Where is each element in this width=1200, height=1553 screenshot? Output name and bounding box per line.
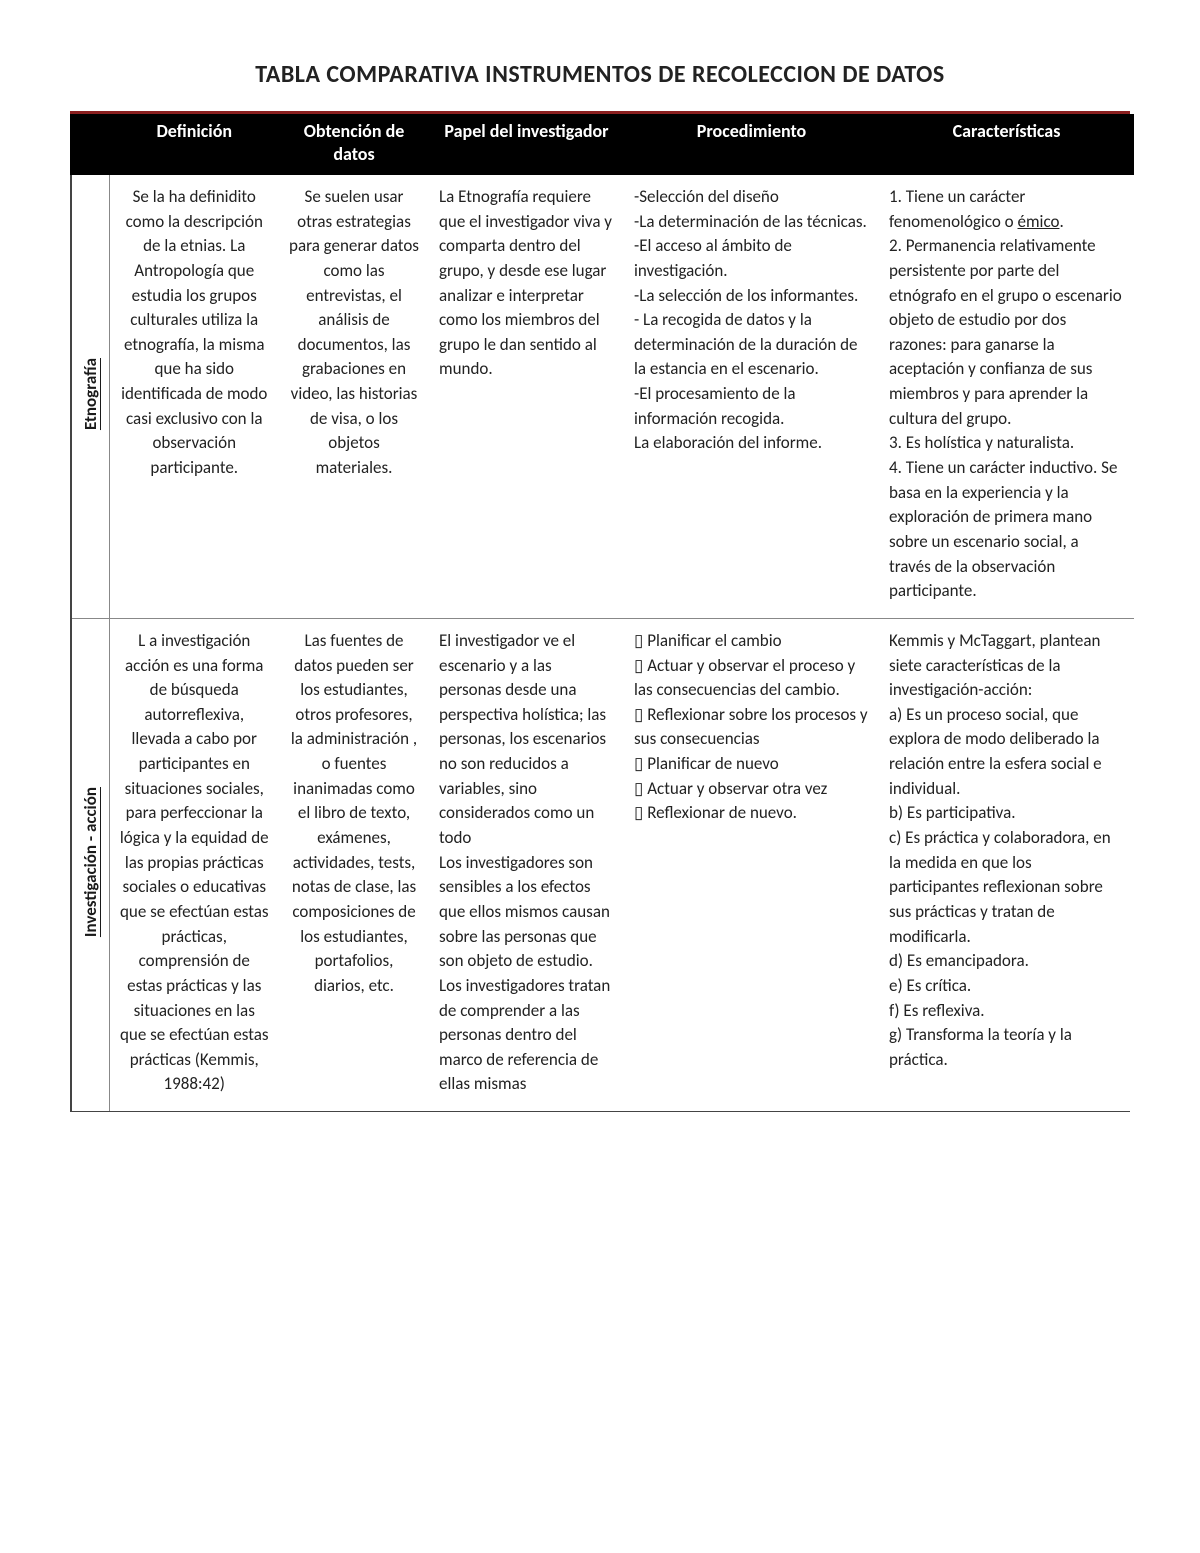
row-label-investigacion-accion: Investigación - acción [71,618,109,1111]
table-wrapper: Definición Obtención de datos Papel del … [70,111,1130,1112]
cell-obtencion: Se suelen usar otras estrategias para ge… [279,175,429,618]
table-row: Etnografía Se la ha definidito como la d… [71,175,1134,618]
cell-procedimiento: ▯ Planificar el cambio▯ Actuar y observa… [624,618,879,1111]
col-papel: Papel del investigador [429,114,624,175]
cell-papel: La Etnografía requiere que el investigad… [429,175,624,618]
cell-definicion: L a investigación acción es una forma de… [109,618,279,1111]
page-title: TABLA COMPARATIVA INSTRUMENTOS DE RECOLE… [70,60,1130,89]
cell-papel: El investigador ve el escenario y a las … [429,618,624,1111]
row-label-text: Etnografía [80,348,101,440]
col-definicion: Definición [109,114,279,175]
cell-caracteristicas: 1. Tiene un carácter fenomenológico o ém… [879,175,1134,618]
col-procedimiento: Procedimiento [624,114,879,175]
cell-definicion: Se la ha definidito como la descripción … [109,175,279,618]
col-caracteristicas: Características [879,114,1134,175]
col-obtencion: Obtención de datos [279,114,429,175]
table-row: Investigación - acción L a investigación… [71,618,1134,1111]
cell-obtencion: Las fuentes de datos pueden ser los estu… [279,618,429,1111]
col-rowhead [71,114,109,175]
row-label-etnografia: Etnografía [71,175,109,618]
table-header-row: Definición Obtención de datos Papel del … [71,114,1134,175]
cell-procedimiento: -Selección del diseño-La determinación d… [624,175,879,618]
row-label-text: Investigación - acción [80,777,101,947]
cell-caracteristicas: Kemmis y McTaggart, plantean siete carac… [879,618,1134,1111]
comparison-table: Definición Obtención de datos Papel del … [70,114,1134,1111]
